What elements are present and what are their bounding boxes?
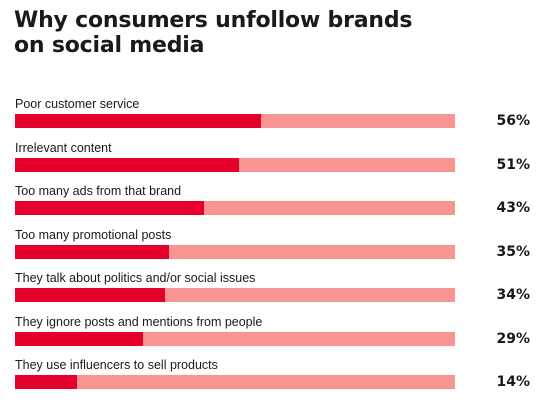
chart-title: Why consumers unfollow brands on social … <box>14 8 434 58</box>
bar-row: Poor customer service 56% <box>15 95 530 139</box>
bar-track <box>15 157 455 172</box>
bar-label: Too many ads from that brand <box>15 184 182 198</box>
bar-value-label: 14% <box>496 374 530 390</box>
bar-label: Too many promotional posts <box>15 227 172 242</box>
bar-chart: Poor customer service 56% Irrelevant conte… <box>15 95 530 400</box>
bar-label: They talk about politics and/or social i… <box>15 271 256 285</box>
bar-label: They use influencers to sell products <box>15 358 218 372</box>
bar-track <box>15 288 455 302</box>
bar-row: They ignore posts and mentions from peop… <box>15 313 530 357</box>
bar-track <box>15 331 455 346</box>
bar-fill <box>15 157 240 172</box>
bar-row: Too many promotional posts 35% <box>15 226 530 270</box>
bar-value-label: 34% <box>496 287 530 303</box>
bar-value-label: 56% <box>496 113 530 129</box>
bar-fill <box>15 288 165 302</box>
bar-track <box>15 201 455 215</box>
bar-row: Too many ads from that brand 43% <box>15 182 530 226</box>
bar-label: They ignore posts and mentions from peop… <box>15 314 263 329</box>
bar-label: Poor customer service <box>15 97 140 111</box>
bar-track <box>15 114 455 128</box>
bar-track <box>15 375 455 389</box>
bar-row: Irrelevant content 51% <box>15 139 530 183</box>
bar-fill <box>15 114 262 128</box>
bar-row: They talk about politics and/or social i… <box>15 269 530 313</box>
bar-value-label: 29% <box>496 330 530 347</box>
bar-row: They use influencers to sell products 14% <box>15 356 530 400</box>
bar-fill <box>15 201 205 215</box>
bar-fill <box>15 244 169 259</box>
bar-label: Irrelevant content <box>15 140 112 155</box>
bar-value-label: 51% <box>496 156 530 173</box>
chart-title-line-2: on social media <box>14 33 205 58</box>
bar-fill <box>15 375 77 389</box>
bar-fill <box>15 331 143 346</box>
bar-value-label: 35% <box>496 243 530 260</box>
bar-value-label: 43% <box>496 200 530 216</box>
bar-track <box>15 244 455 259</box>
chart-title-line-1: Why consumers unfollow brands <box>14 8 413 33</box>
